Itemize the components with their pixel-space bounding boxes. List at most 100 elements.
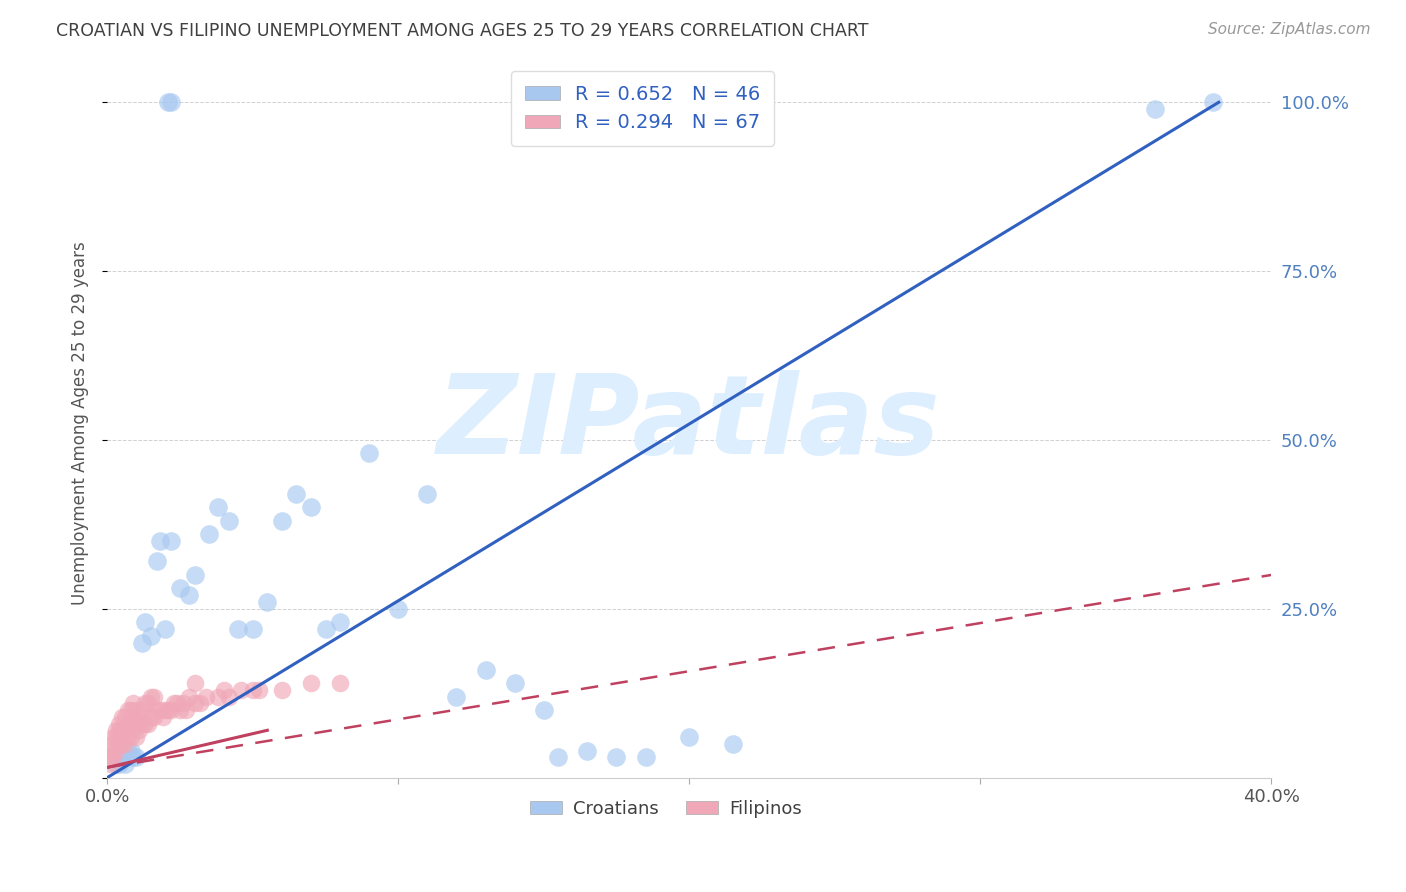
Point [416, 487, 439, 501]
Point [315, 622, 337, 636]
Point [149, 534, 172, 549]
Point [139, 690, 162, 704]
Point [142, 690, 165, 704]
Point [212, 682, 235, 697]
Point [114, 757, 136, 772]
Point [111, 750, 134, 764]
Point [131, 703, 153, 717]
Point [177, 588, 200, 602]
Point [172, 696, 194, 710]
Point [721, 737, 744, 751]
Point [98, 750, 121, 764]
Point [226, 622, 249, 636]
Point [218, 514, 240, 528]
Point [157, 703, 180, 717]
Point [359, 446, 381, 460]
Point [634, 750, 657, 764]
Point [533, 703, 555, 717]
Legend: Croatians, Filipinos: Croatians, Filipinos [523, 793, 810, 825]
Point [128, 723, 150, 738]
Point [122, 750, 145, 764]
Point [1143, 102, 1166, 116]
Point [169, 703, 191, 717]
Text: Source: ZipAtlas.com: Source: ZipAtlas.com [1208, 22, 1371, 37]
Point [198, 527, 221, 541]
Point [218, 690, 240, 704]
Point [125, 750, 148, 764]
Point [174, 703, 197, 717]
Point [105, 723, 128, 738]
Point [145, 554, 167, 568]
Point [605, 750, 627, 764]
Point [183, 676, 205, 690]
Point [242, 622, 264, 636]
Point [256, 595, 278, 609]
Point [207, 690, 229, 704]
Point [329, 615, 352, 630]
Point [329, 676, 352, 690]
Point [125, 730, 148, 744]
Point [114, 710, 136, 724]
Point [387, 601, 409, 615]
Text: CROATIAN VS FILIPINO UNEMPLOYMENT AMONG AGES 25 TO 29 YEARS CORRELATION CHART: CROATIAN VS FILIPINO UNEMPLOYMENT AMONG … [56, 22, 869, 40]
Point [242, 682, 264, 697]
Point [134, 696, 156, 710]
Point [98, 743, 121, 757]
Point [166, 696, 188, 710]
Point [195, 690, 218, 704]
Point [108, 757, 131, 772]
Y-axis label: Unemployment Among Ages 25 to 29 years: Unemployment Among Ages 25 to 29 years [72, 241, 89, 605]
Point [190, 696, 212, 710]
Point [105, 730, 128, 744]
Point [101, 737, 124, 751]
Point [117, 716, 139, 731]
Point [547, 750, 569, 764]
Point [125, 703, 148, 717]
Point [247, 682, 270, 697]
Point [145, 703, 167, 717]
Point [111, 710, 134, 724]
Point [98, 757, 121, 772]
Point [111, 737, 134, 751]
Point [207, 500, 229, 515]
Point [270, 514, 292, 528]
Point [108, 716, 131, 731]
Point [1202, 95, 1225, 110]
Point [134, 615, 156, 630]
Point [120, 716, 142, 731]
Point [576, 743, 599, 757]
Point [163, 696, 186, 710]
Point [114, 723, 136, 738]
Point [139, 710, 162, 724]
Point [285, 487, 308, 501]
Point [177, 690, 200, 704]
Point [155, 703, 177, 717]
Point [160, 95, 183, 110]
Point [299, 676, 322, 690]
Point [299, 500, 322, 515]
Point [131, 635, 153, 649]
Point [678, 730, 700, 744]
Point [114, 737, 136, 751]
Point [120, 703, 142, 717]
Point [142, 710, 165, 724]
Point [117, 703, 139, 717]
Point [122, 710, 145, 724]
Point [149, 703, 172, 717]
Point [160, 703, 183, 717]
Point [169, 582, 191, 596]
Point [155, 622, 177, 636]
Point [117, 743, 139, 757]
Point [122, 723, 145, 738]
Point [134, 716, 156, 731]
Point [160, 534, 183, 549]
Point [446, 690, 468, 704]
Point [270, 682, 292, 697]
Point [503, 676, 526, 690]
Point [101, 750, 124, 764]
Text: ZIPatlas: ZIPatlas [437, 369, 941, 476]
Point [131, 716, 153, 731]
Point [136, 696, 159, 710]
Point [125, 716, 148, 731]
Point [136, 716, 159, 731]
